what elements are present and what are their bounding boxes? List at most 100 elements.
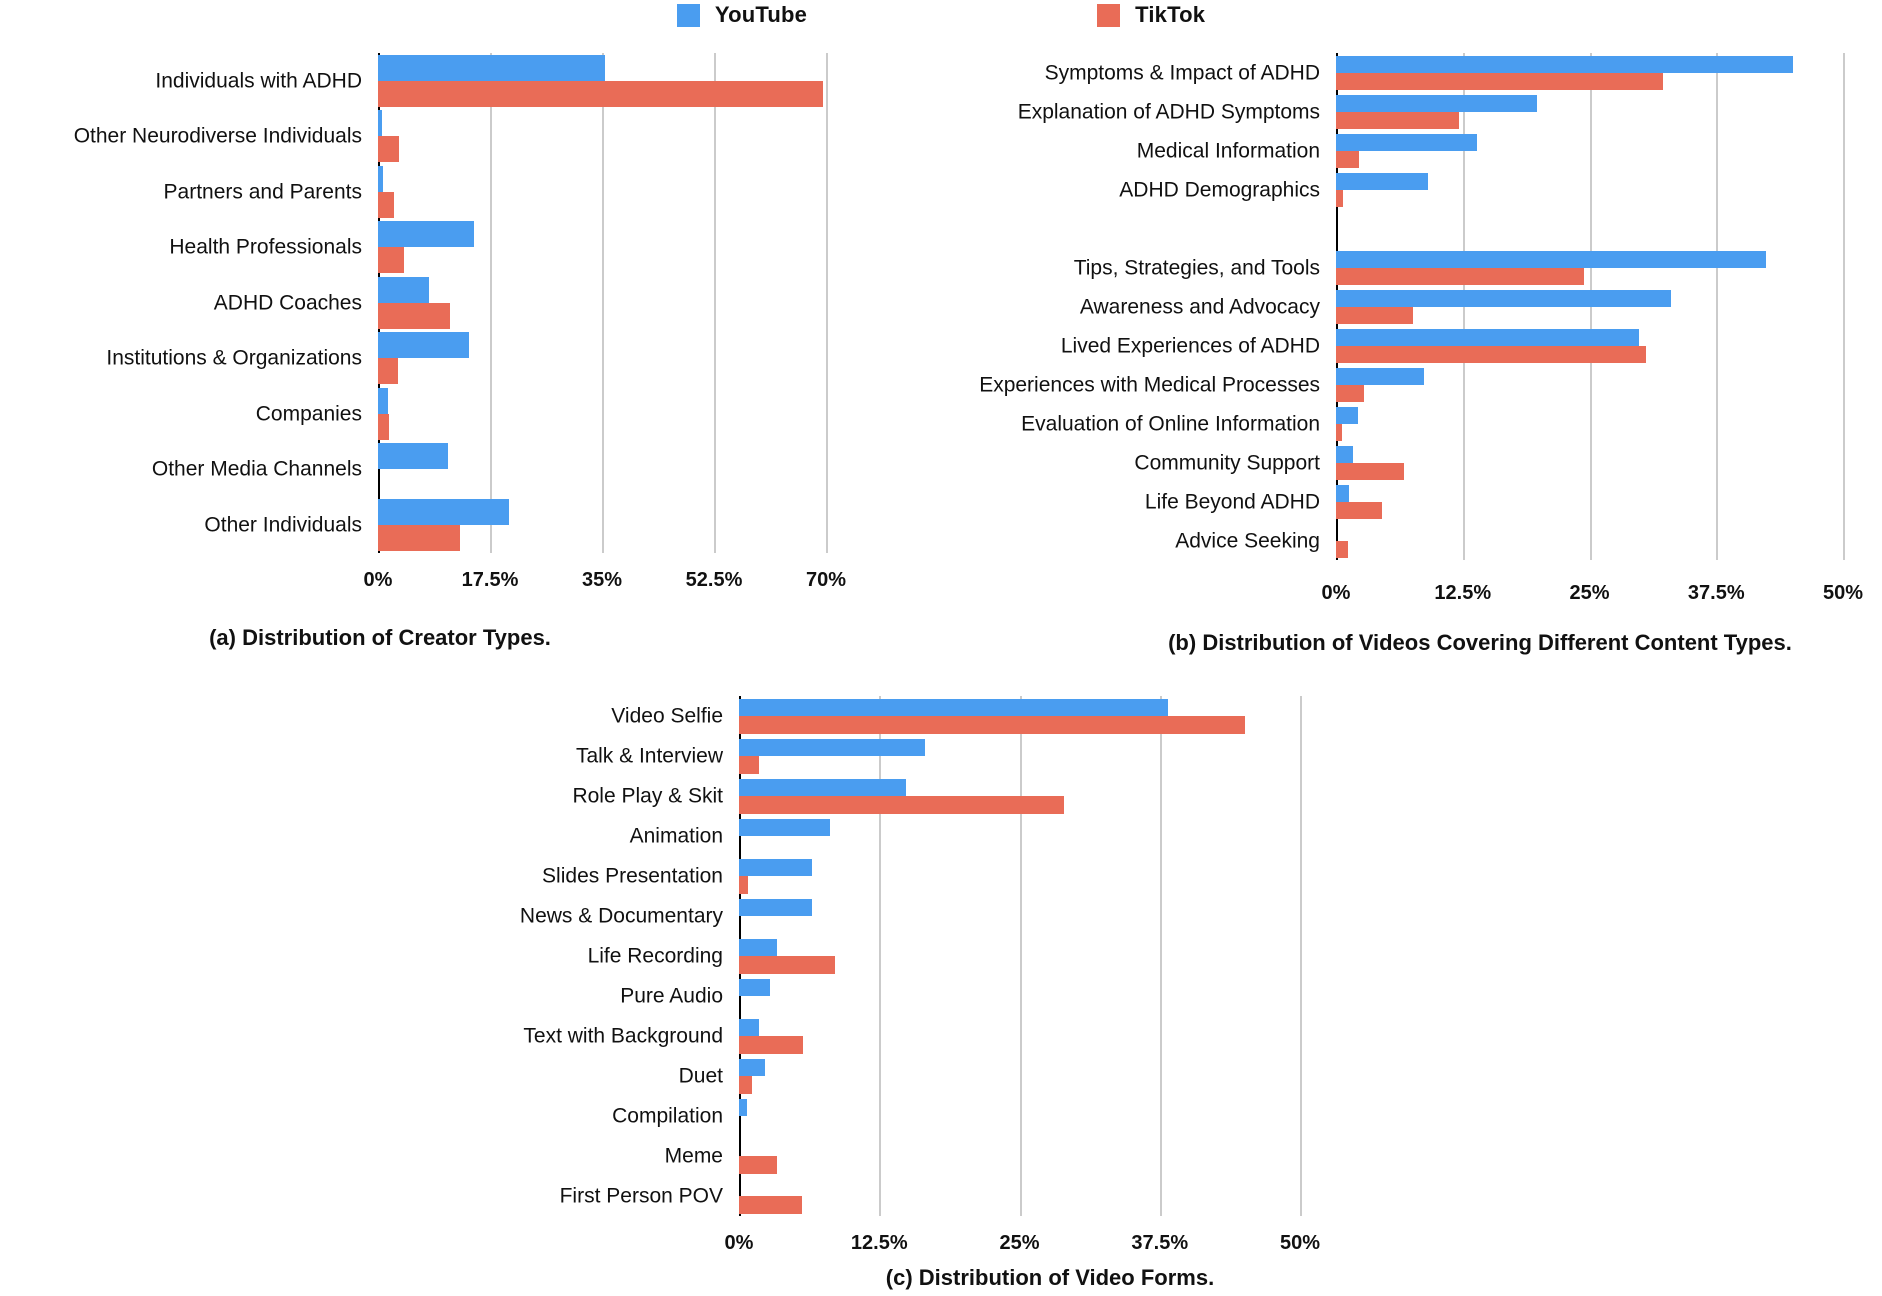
bar-youtube [1336,94,1537,112]
bar-tiktok [378,247,404,274]
gridline [1300,696,1302,1216]
bar-tiktok [739,1156,778,1174]
bar-youtube [1336,172,1429,190]
gridline [1716,53,1719,560]
category-label: Slides Presentation [542,864,723,888]
category-label: Text with Background [523,1024,723,1048]
bar-youtube [739,818,830,836]
bar-tiktok [378,191,394,218]
category-label: Tips, Strategies, and Tools [1073,255,1320,279]
bar-tiktok [739,716,1246,734]
bar-youtube [1336,328,1640,346]
category-label: Other Media Channels [151,457,362,481]
bar-tiktok [739,796,1065,814]
bar-youtube [1336,445,1354,463]
bar-youtube [378,221,474,248]
gridline [826,53,828,553]
category-label: Awareness and Advocacy [1079,294,1320,318]
gridline [490,53,492,553]
bar-youtube [378,54,605,81]
bar-youtube [739,898,812,916]
category-label: Talk & Interview [575,744,723,768]
bar-youtube [739,1018,760,1036]
bar-tiktok [739,1196,802,1214]
bar-tiktok [1336,345,1647,363]
category-label: Other Neurodiverse Individuals [73,124,362,148]
axis-tick-label: 70% [805,568,847,591]
category-label: Community Support [1134,450,1320,474]
bar-youtube [739,778,907,796]
axis-tick-label: 35% [581,568,623,591]
bar-youtube [739,738,926,756]
bar-youtube [739,978,771,996]
category-label: Experiences with Medical Processes [979,372,1320,396]
chart-video-forms-axis: 0% 12.5% 25% 37.5% 50% [420,1232,1325,1260]
gridline [1843,53,1845,560]
category-label: Symptoms & Impact of ADHD [1044,60,1320,84]
bar-tiktok [378,413,389,440]
category-label: Institutions & Organizations [106,346,362,370]
category-label: Explanation of ADHD Symptoms [1017,99,1320,123]
bar-tiktok [378,136,400,163]
axis-tick-label: 50% [1279,1232,1321,1254]
axis-tick-label: 50% [1822,582,1864,604]
axis-tick-label: 52.5% [685,568,743,591]
bar-tiktok [378,302,451,329]
gridline [602,53,604,553]
category-label: Life Recording [587,944,723,968]
chart-content-types: Symptoms & Impact of ADHD Explanation of … [778,45,1882,670]
legend-item-tiktok: TikTok [1097,2,1205,28]
bar-tiktok [739,876,748,894]
category-label: Duet [678,1064,723,1088]
category-label: Companies [255,402,362,426]
bar-youtube [1336,367,1425,385]
bar-youtube [1336,250,1766,268]
bar-tiktok [739,756,760,774]
chart-creator-types: Individuals with ADHD Other Neurodiverse … [0,45,860,670]
category-label: Lived Experiences of ADHD [1060,333,1320,357]
axis-tick-label: 0% [1321,582,1351,604]
tiktok-swatch-icon [1097,3,1121,27]
bar-tiktok [739,956,836,974]
category-label: ADHD Coaches [213,291,362,315]
bar-youtube [378,276,430,303]
bar-youtube [378,443,449,470]
bar-tiktok [1336,72,1663,90]
bar-youtube [378,498,510,525]
bar-youtube [1336,406,1359,424]
bar-youtube [378,332,469,359]
gridline [714,53,716,553]
category-label: Evaluation of Online Information [1021,411,1320,435]
chart-video-forms-plot: Video Selfie Talk & Interview Role Play & … [420,696,1320,1216]
chart-video-forms: Video Selfie Talk & Interview Role Play & … [420,690,1325,1296]
category-label: ADHD Demographics [1119,177,1320,201]
bar-youtube [1336,133,1477,151]
axis-tick-label: 12.5% [850,1232,908,1254]
bar-youtube [378,110,383,137]
bar-youtube [378,387,388,414]
bar-tiktok [1336,189,1344,207]
category-label: Animation [629,824,723,848]
bar-tiktok [1336,267,1585,285]
chart-content-types-plot: Symptoms & Impact of ADHD Explanation of … [778,53,1876,560]
legend-label-youtube: YouTube [714,2,808,27]
category-label: Advice Seeking [1175,528,1320,552]
bar-youtube [1336,289,1671,307]
gridline [1159,696,1162,1216]
category-label: First Person POV [559,1184,723,1208]
bar-tiktok [378,358,399,385]
bar-tiktok [1336,111,1459,129]
category-label: Pure Audio [620,984,723,1008]
chart-creator-types-axis: 0% 17.5% 35% 52.5% 70% [0,569,860,597]
axis-tick-label: 25% [999,1232,1040,1254]
chart-creator-types-plot: Individuals with ADHD Other Neurodiverse … [0,53,856,553]
bar-tiktok [1336,501,1382,519]
axis-tick-label: 0% [363,568,393,591]
category-label: Other Individuals [204,513,362,537]
category-label: Life Beyond ADHD [1144,489,1320,513]
bar-youtube [739,1098,747,1116]
bar-tiktok [1336,462,1404,480]
legend-label-tiktok: TikTok [1135,2,1206,27]
bar-tiktok [1336,150,1360,168]
